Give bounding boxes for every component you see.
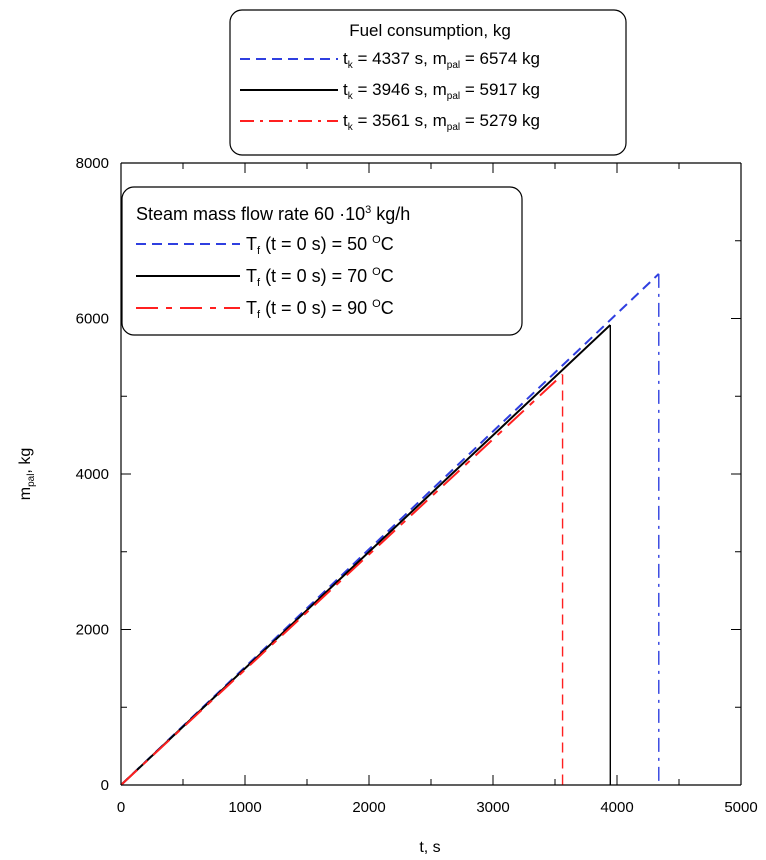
ticks-layer: 0 1000 2000 3000 4000 5000 0 2000 4000 6000 8000 [76,155,758,816]
y-axis-label: mpal, kg [17,448,37,500]
series-line-1 [120,273,660,786]
legend-steam-entry-2: Tf (t = 0 s) = 70 OC [246,266,394,289]
y-tick-label: 8000 [76,155,109,172]
legend-fuel-entry-2: tk = 3946 s, mpal = 5917 kg [343,80,540,102]
x-tick-label: 3000 [476,799,509,816]
x-tick-label: 1000 [228,799,261,816]
series-line-2 [120,324,611,786]
legend-steam-entry-1: Tf (t = 0 s) = 50 OC [246,234,394,257]
legend-steam-flow: Steam mass flow rate 60 ·103 kg/h Tf (t =… [121,186,523,336]
y-tick-label: 0 [101,777,109,794]
legend-steam-box [121,186,523,336]
legend-fuel-entry-1: tk = 4337 s, mpal = 6574 kg [343,49,540,71]
legend-fuel-consumption: Fuel consumption, kg tk = 4337 s, mpal = … [229,9,627,156]
series-layer [120,273,660,786]
legend-fuel-box [229,9,627,156]
legend-steam-title: Steam mass flow rate 60 ·103 kg/h [136,204,410,224]
x-axis-label: t, s [419,839,440,856]
x-tick-label: 0 [117,799,125,816]
x-tick-label: 5000 [724,799,757,816]
series-line-3 [120,373,564,786]
y-tick-label: 4000 [76,466,109,483]
legend-fuel-title: Fuel consumption, kg [349,21,511,40]
x-tick-label: 2000 [352,799,385,816]
y-tick-label: 2000 [76,622,109,639]
x-tick-label: 4000 [600,799,633,816]
axis-labels: t, s mpal, kg [17,448,441,856]
y-tick-label: 6000 [76,311,109,328]
legend-fuel-entry-3: tk = 3561 s, mpal = 5279 kg [343,111,540,133]
legend-steam-entry-3: Tf (t = 0 s) = 90 OC [246,298,394,321]
